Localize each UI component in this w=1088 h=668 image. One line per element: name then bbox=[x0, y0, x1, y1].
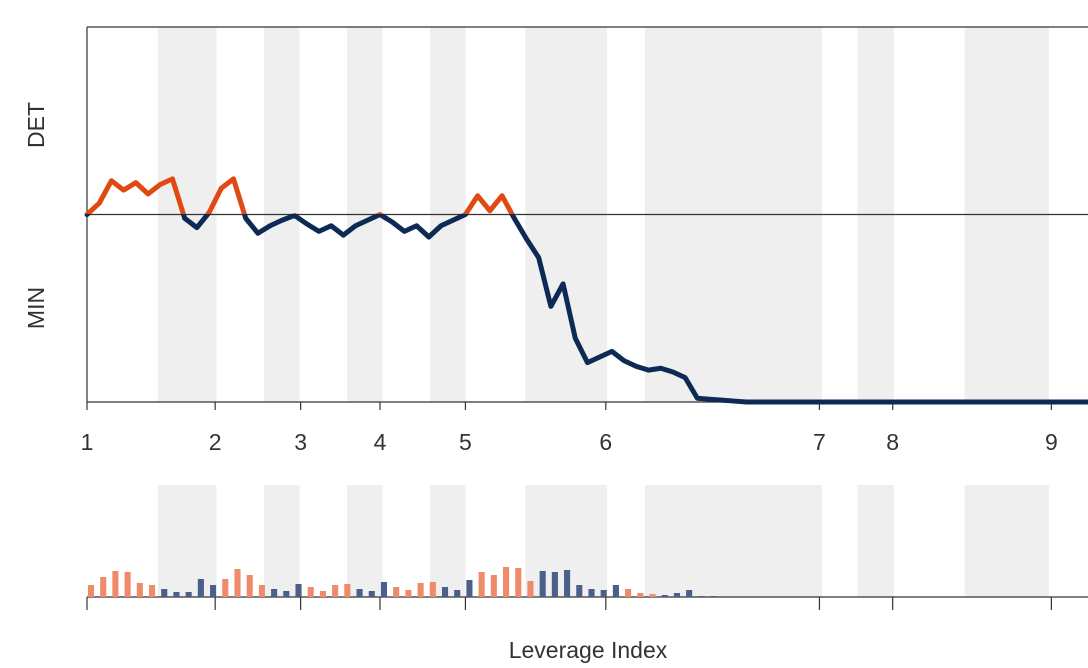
bar bbox=[100, 577, 107, 597]
bar bbox=[148, 585, 156, 597]
bar bbox=[173, 592, 180, 597]
bar bbox=[197, 579, 204, 597]
shaded-region bbox=[430, 485, 466, 597]
bar bbox=[258, 585, 265, 597]
bar bbox=[588, 589, 595, 597]
shaded-region bbox=[857, 485, 894, 597]
negative-line bbox=[84, 214, 1088, 405]
bar bbox=[246, 575, 253, 597]
shaded-region bbox=[347, 485, 383, 597]
bar bbox=[234, 569, 241, 597]
bar bbox=[417, 583, 424, 597]
x-tick-label: 4 bbox=[374, 429, 387, 455]
bar bbox=[87, 585, 95, 597]
bar bbox=[527, 581, 534, 597]
bar bbox=[307, 587, 314, 597]
bar bbox=[405, 590, 412, 597]
bar bbox=[612, 585, 619, 597]
det-label: DET bbox=[23, 102, 49, 148]
x-tick-label: 1 bbox=[81, 429, 94, 455]
bar bbox=[210, 585, 217, 597]
bar bbox=[136, 583, 143, 597]
bar bbox=[124, 572, 131, 597]
bar bbox=[576, 585, 583, 597]
bar bbox=[673, 593, 681, 597]
x-tick-label: 5 bbox=[459, 429, 472, 455]
bar bbox=[515, 568, 522, 597]
bar bbox=[600, 590, 607, 597]
shaded-region bbox=[644, 485, 822, 597]
min-label: MIN bbox=[23, 287, 49, 329]
bar bbox=[185, 592, 192, 597]
bar bbox=[429, 582, 436, 597]
x-tick-label: 2 bbox=[209, 429, 222, 455]
bar bbox=[625, 589, 632, 597]
bar bbox=[686, 590, 693, 597]
bar bbox=[478, 572, 485, 597]
bar bbox=[454, 590, 461, 597]
x-tick-label: 8 bbox=[886, 429, 899, 455]
bar bbox=[295, 584, 302, 597]
bar bbox=[551, 572, 558, 597]
bar bbox=[161, 589, 168, 597]
bar bbox=[332, 585, 339, 597]
bar bbox=[222, 579, 229, 597]
bar bbox=[710, 596, 717, 597]
bar bbox=[319, 591, 326, 597]
bar bbox=[698, 596, 705, 597]
shaded-region bbox=[964, 485, 1049, 597]
x-axis-title: Leverage Index bbox=[509, 637, 668, 663]
bar bbox=[649, 594, 656, 597]
bar bbox=[502, 567, 510, 597]
x-tick-label: 9 bbox=[1045, 429, 1058, 455]
bar bbox=[393, 587, 400, 597]
bar bbox=[661, 595, 668, 597]
x-tick-label: 6 bbox=[599, 429, 612, 455]
x-tick-label: 3 bbox=[294, 429, 307, 455]
x-tick-label: 7 bbox=[813, 429, 826, 455]
bar bbox=[466, 580, 473, 597]
bar bbox=[380, 582, 388, 597]
bar bbox=[271, 589, 278, 597]
bar bbox=[356, 589, 363, 597]
bar bbox=[283, 591, 290, 597]
bar bbox=[490, 575, 497, 597]
shaded-region bbox=[264, 485, 300, 597]
bar bbox=[564, 570, 571, 597]
bar bbox=[344, 584, 351, 597]
shaded-region bbox=[157, 485, 217, 597]
bar bbox=[441, 587, 449, 597]
bar bbox=[637, 593, 644, 597]
bar bbox=[539, 571, 546, 597]
bar bbox=[112, 571, 119, 597]
bar bbox=[368, 591, 375, 597]
